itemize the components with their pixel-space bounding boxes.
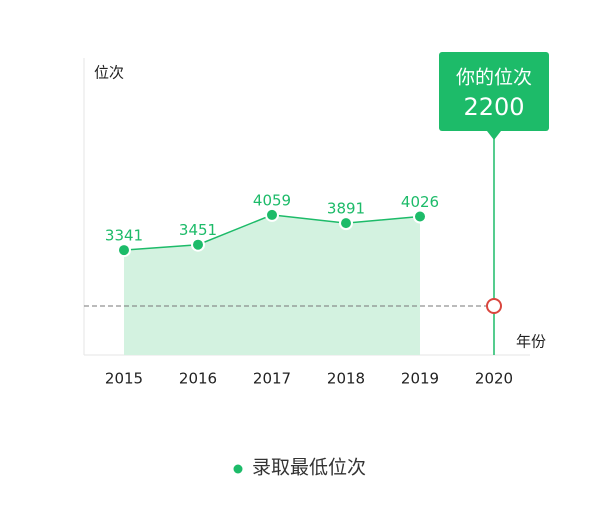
x-tick-label: 2015 xyxy=(105,370,143,388)
data-label: 3451 xyxy=(179,221,217,239)
tooltip-value: 2200 xyxy=(463,93,524,121)
y-axis-label: 位次 xyxy=(94,64,124,82)
point xyxy=(413,209,427,224)
x-tick-label: 2018 xyxy=(327,370,365,388)
point xyxy=(265,207,279,222)
point xyxy=(339,216,353,231)
area xyxy=(124,214,420,355)
x-tick-label: 2020 xyxy=(475,370,513,388)
data-label: 3341 xyxy=(105,227,143,245)
data-label: 3891 xyxy=(327,200,365,218)
tooltip-box xyxy=(439,52,549,131)
point xyxy=(117,243,131,258)
data-label: 4059 xyxy=(253,191,291,209)
legend-label: 录取最低位次 xyxy=(252,457,366,479)
tooltip-label: 你的位次 xyxy=(456,67,532,89)
x-tick-label: 2017 xyxy=(253,370,291,388)
x-axis-label: 年份 xyxy=(516,333,546,351)
legend-marker xyxy=(233,464,243,474)
your-rank-marker xyxy=(486,298,502,314)
tooltip-pointer xyxy=(487,131,501,140)
x-tick-label: 2016 xyxy=(179,370,217,388)
x-tick-label: 2019 xyxy=(401,370,439,388)
data-label: 4026 xyxy=(401,193,439,211)
point xyxy=(191,237,205,252)
